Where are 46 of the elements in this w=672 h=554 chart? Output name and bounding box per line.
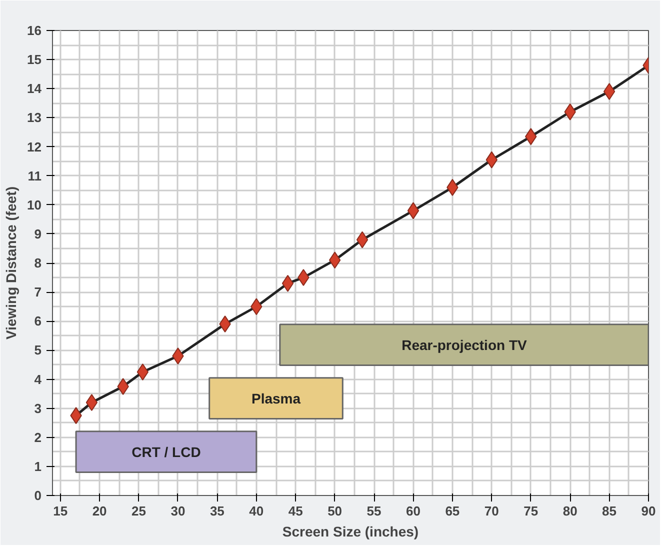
- x-tick-label: 25: [132, 504, 146, 518]
- y-tick-label: 4: [34, 372, 42, 387]
- point: [282, 274, 294, 292]
- x-tick-label: 65: [445, 504, 460, 518]
- x-tick-label: 40: [249, 504, 264, 518]
- x-tick-label: 30: [170, 504, 186, 518]
- y-tick-label: 3: [34, 400, 42, 416]
- x-tick-label: 20: [92, 504, 107, 518]
- y-axis-title: Viewing Distance (feet): [3, 186, 20, 340]
- x-tick-label: 90: [641, 504, 656, 518]
- band-label: CRT / LCD: [132, 444, 201, 460]
- y-tick-label: 13: [27, 110, 42, 126]
- y-tick-label: 16: [27, 23, 42, 38]
- x-tick-label: 45: [288, 504, 303, 518]
- x-tick-label: 55: [366, 504, 382, 518]
- point: [136, 363, 149, 380]
- y-tick-label: 1: [34, 458, 42, 474]
- y-tick-label: 15: [27, 52, 42, 68]
- y-tick-label: 7: [34, 284, 42, 300]
- point: [172, 348, 184, 364]
- y-tick-label: 2: [34, 430, 42, 445]
- point: [86, 394, 98, 411]
- x-axis-title: Screen Size (inches): [282, 524, 419, 540]
- x-tick-label: 35: [210, 504, 224, 518]
- point: [356, 231, 368, 248]
- point: [407, 202, 420, 220]
- point: [328, 252, 341, 269]
- x-tick-label: 50: [328, 504, 342, 518]
- y-tick-label: 6: [34, 314, 42, 329]
- x-tick-label: 70: [484, 504, 499, 518]
- x-tick-label: 15: [53, 504, 68, 518]
- y-tick-label: 8: [34, 256, 42, 270]
- y-tick-label: 14: [27, 81, 42, 96]
- point: [603, 83, 616, 100]
- y-tick-label: 11: [28, 168, 42, 184]
- y-tick-label: 12: [27, 139, 42, 154]
- band-label: Plasma: [251, 390, 301, 406]
- y-tick-label: 5: [34, 342, 42, 358]
- band-label: Rear-projection TV: [402, 336, 528, 353]
- x-tick-label: 75: [524, 504, 538, 518]
- x-tick-label: 80: [562, 504, 578, 518]
- y-tick-label: 9: [34, 226, 42, 242]
- y-tick-label: 10: [27, 197, 42, 212]
- y-tick-label: 0: [34, 488, 42, 503]
- x-tick-label: 85: [602, 504, 617, 518]
- x-tick-label: 60: [406, 504, 420, 518]
